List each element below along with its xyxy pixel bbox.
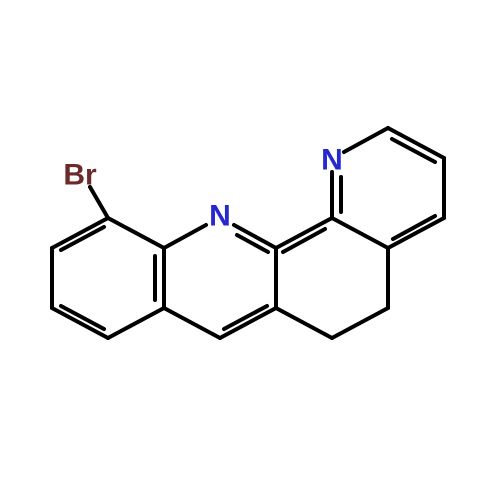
nitrogen-central-label: N — [209, 200, 231, 233]
chemical-structure: Br N N — [0, 0, 500, 500]
nitrogen-right-label: N — [321, 144, 343, 177]
bromine-label: Br — [63, 159, 97, 192]
